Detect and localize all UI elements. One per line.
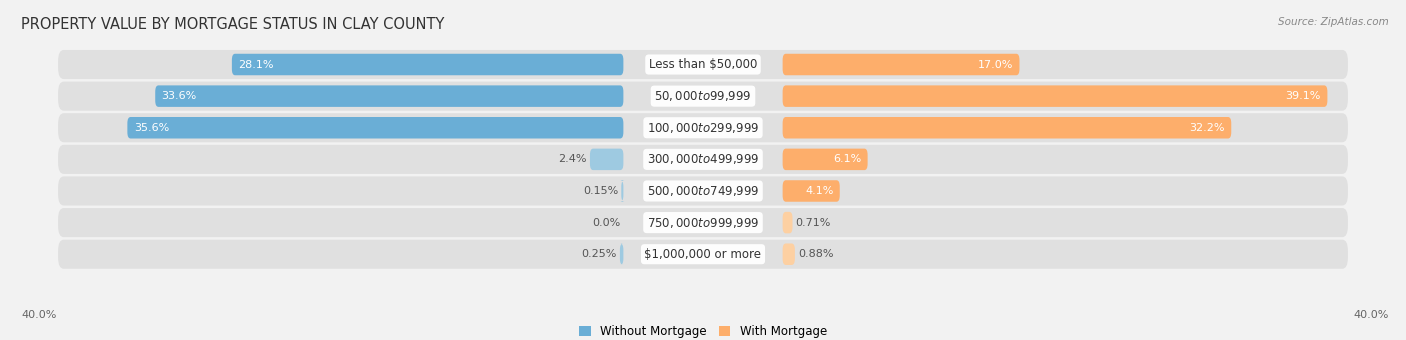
FancyBboxPatch shape (58, 82, 1348, 111)
Text: 0.71%: 0.71% (796, 218, 831, 227)
Text: 39.1%: 39.1% (1285, 91, 1322, 101)
FancyBboxPatch shape (58, 145, 1348, 174)
FancyBboxPatch shape (620, 180, 624, 202)
Text: 0.0%: 0.0% (592, 218, 620, 227)
Text: $1,000,000 or more: $1,000,000 or more (644, 248, 762, 261)
FancyBboxPatch shape (783, 180, 839, 202)
FancyBboxPatch shape (783, 85, 1327, 107)
Text: 33.6%: 33.6% (162, 91, 197, 101)
Text: $300,000 to $499,999: $300,000 to $499,999 (647, 152, 759, 166)
FancyBboxPatch shape (783, 149, 868, 170)
Text: 0.25%: 0.25% (581, 249, 617, 259)
Text: 0.15%: 0.15% (583, 186, 619, 196)
FancyBboxPatch shape (783, 243, 794, 265)
Text: 4.1%: 4.1% (806, 186, 834, 196)
Text: 0.88%: 0.88% (799, 249, 834, 259)
Text: $100,000 to $299,999: $100,000 to $299,999 (647, 121, 759, 135)
FancyBboxPatch shape (620, 243, 623, 265)
Text: $50,000 to $99,999: $50,000 to $99,999 (654, 89, 752, 103)
FancyBboxPatch shape (58, 113, 1348, 142)
FancyBboxPatch shape (58, 208, 1348, 237)
Text: PROPERTY VALUE BY MORTGAGE STATUS IN CLAY COUNTY: PROPERTY VALUE BY MORTGAGE STATUS IN CLA… (21, 17, 444, 32)
Text: 2.4%: 2.4% (558, 154, 586, 164)
Text: Source: ZipAtlas.com: Source: ZipAtlas.com (1278, 17, 1389, 27)
FancyBboxPatch shape (58, 240, 1348, 269)
Text: Less than $50,000: Less than $50,000 (648, 58, 758, 71)
Text: 6.1%: 6.1% (832, 154, 862, 164)
FancyBboxPatch shape (58, 176, 1348, 205)
FancyBboxPatch shape (128, 117, 623, 138)
Text: $750,000 to $999,999: $750,000 to $999,999 (647, 216, 759, 230)
FancyBboxPatch shape (591, 149, 623, 170)
Text: 32.2%: 32.2% (1189, 123, 1225, 133)
Text: $500,000 to $749,999: $500,000 to $749,999 (647, 184, 759, 198)
Legend: Without Mortgage, With Mortgage: Without Mortgage, With Mortgage (579, 325, 827, 338)
Text: 35.6%: 35.6% (134, 123, 169, 133)
Text: 17.0%: 17.0% (977, 59, 1014, 69)
FancyBboxPatch shape (58, 50, 1348, 79)
Text: 28.1%: 28.1% (238, 59, 274, 69)
FancyBboxPatch shape (232, 54, 623, 75)
FancyBboxPatch shape (783, 117, 1232, 138)
FancyBboxPatch shape (155, 85, 623, 107)
FancyBboxPatch shape (783, 54, 1019, 75)
Text: 40.0%: 40.0% (21, 310, 56, 320)
Text: 40.0%: 40.0% (1354, 310, 1389, 320)
FancyBboxPatch shape (783, 212, 793, 233)
